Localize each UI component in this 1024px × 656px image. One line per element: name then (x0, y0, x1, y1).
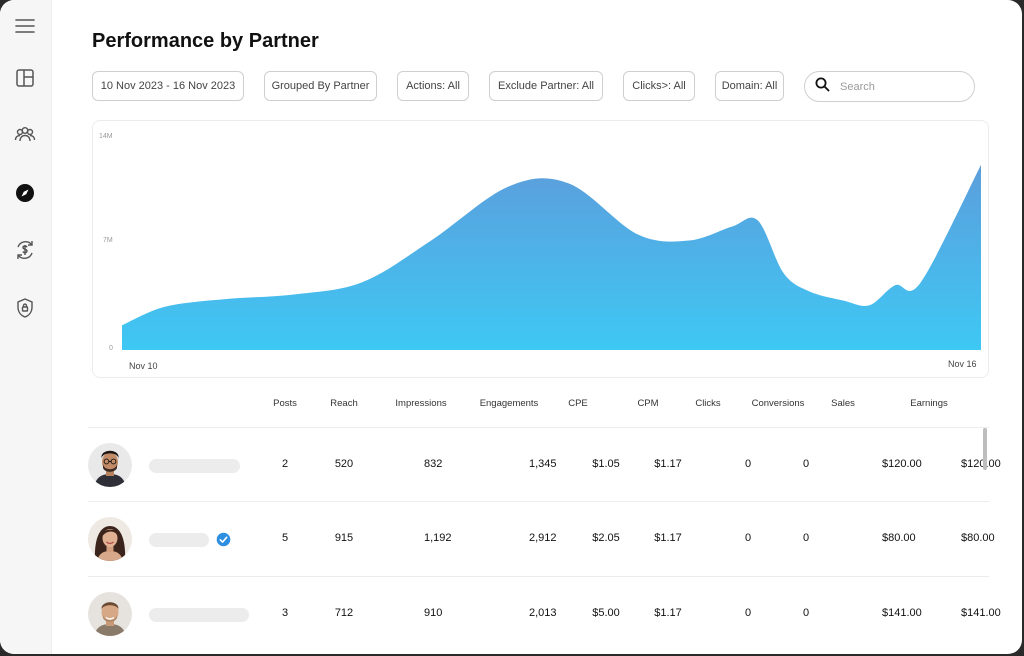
table-cell: 0 (744, 532, 752, 544)
avatar (88, 592, 132, 636)
table-cell: $1.17 (654, 607, 682, 619)
actions-filter[interactable]: Actions: All (397, 71, 469, 101)
partner-name-placeholder (149, 608, 249, 622)
avatar (88, 517, 132, 561)
y-tick-label: 14M (99, 133, 113, 140)
table-cell: $80.00 (961, 532, 995, 544)
table-cell: 915 (334, 532, 354, 544)
table-cell: $1.05 (592, 458, 620, 470)
column-header[interactable]: CPE (568, 398, 588, 409)
grouped-by-filter[interactable]: Grouped By Partner (264, 71, 377, 101)
table-cell: 0 (802, 532, 810, 544)
table-cell: $80.00 (882, 532, 916, 544)
table-cell: 0 (744, 458, 752, 470)
table-cell: 2 (281, 458, 289, 470)
table-cell: 3 (281, 607, 289, 619)
table-scrollbar[interactable] (983, 428, 987, 470)
domain-filter[interactable]: Domain: All (715, 71, 784, 101)
column-header[interactable]: Engagements (479, 398, 539, 409)
table-cell: 0 (802, 607, 810, 619)
x-tick-label: Nov 16 (948, 359, 977, 369)
shield-icon[interactable] (12, 295, 38, 321)
dashboard-icon[interactable] (12, 65, 38, 91)
table-cell: 712 (334, 607, 354, 619)
table-cell: 0 (802, 458, 810, 470)
menu-icon[interactable] (12, 13, 38, 39)
column-header[interactable]: Posts (273, 398, 297, 409)
table-cell: $1.17 (654, 532, 682, 544)
table-row[interactable]: 2 520 832 1,345 $1.05 $1.17 0 0 $120.00 … (88, 427, 1001, 502)
table-cell: 520 (334, 458, 354, 470)
exclude-partner-filter[interactable]: Exclude Partner: All (489, 71, 603, 101)
table-cell: 1,192 (424, 532, 452, 544)
table-cell: $120.00 (961, 458, 1001, 470)
page-title: Performance by Partner (92, 30, 319, 52)
column-header[interactable]: Conversions (751, 398, 805, 409)
table-cell: 910 (424, 607, 443, 619)
table-cell: $2.05 (592, 532, 620, 544)
table-cell: $120.00 (882, 458, 922, 470)
table-cell: $141.00 (882, 607, 922, 619)
users-icon[interactable] (12, 121, 38, 147)
date-range-filter[interactable]: 10 Nov 2023 - 16 Nov 2023 (92, 71, 244, 101)
search-input[interactable] (838, 79, 962, 94)
table-row[interactable]: 3 712 910 2,013 $5.00 $1.17 0 0 $141.00 … (88, 576, 1001, 651)
table-cell: 2,013 (529, 607, 557, 619)
y-tick-label: 7M (103, 237, 113, 244)
table-cell: $1.17 (654, 458, 682, 470)
x-tick-label: Nov 10 (129, 361, 158, 371)
sidebar (0, 0, 52, 654)
column-header[interactable]: Impressions (395, 398, 447, 409)
area-chart-svg: 14M 7M 0 Nov 10 Nov 16 (99, 133, 981, 371)
column-header[interactable]: CPM (637, 398, 659, 409)
avatar (88, 443, 132, 487)
partner-name-placeholder (149, 459, 240, 473)
table-cell: 5 (281, 532, 289, 544)
compass-icon[interactable] (12, 180, 38, 206)
table-row[interactable]: 5 915 1,192 2,912 $2.05 $1.17 0 0 $80.00… (88, 501, 995, 576)
table-cell: $141.00 (961, 607, 1001, 619)
table-cell: $5.00 (592, 607, 620, 619)
column-header[interactable]: Reach (330, 398, 358, 409)
table-cell: 1,345 (529, 458, 557, 470)
partner-name-placeholder (149, 533, 209, 547)
table-cell: 0 (744, 607, 752, 619)
main-content: Performance by Partner 10 Nov 2023 - 16 … (51, 0, 1022, 654)
table-cell: 2,912 (529, 532, 557, 544)
currency-refresh-icon[interactable] (12, 237, 38, 263)
table-cell: 832 (424, 458, 443, 470)
clicks-filter[interactable]: Clicks>: All (623, 71, 695, 101)
column-header[interactable]: Clicks (695, 398, 721, 409)
search-icon (815, 77, 830, 97)
verified-badge-icon (216, 532, 231, 552)
column-header[interactable]: Sales (831, 398, 855, 409)
search-box (804, 71, 975, 102)
performance-chart: 14M 7M 0 Nov 10 Nov 16 (92, 120, 989, 378)
column-header[interactable]: Earnings (910, 398, 948, 409)
area-series (122, 164, 981, 350)
y-tick-label: 0 (109, 345, 113, 352)
